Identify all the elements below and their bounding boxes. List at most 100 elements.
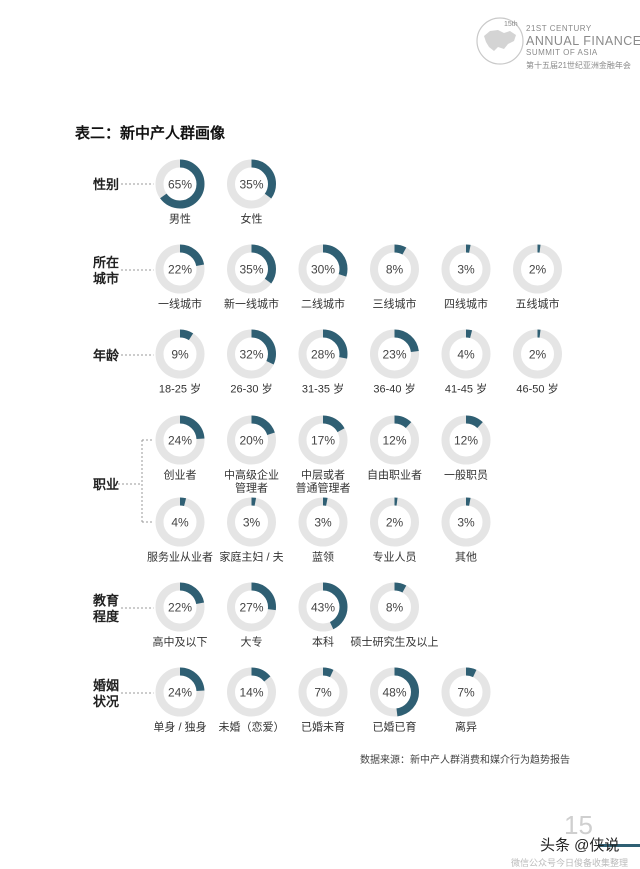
donut-category-label: 新一线城市 bbox=[224, 297, 279, 311]
donut-value-label: 12% bbox=[382, 434, 406, 448]
donut-category-label: 36-40 岁 bbox=[373, 382, 415, 396]
watermark-secondary: 微信公众号今日俊备收集整理 bbox=[511, 858, 629, 868]
donut-value-label: 27% bbox=[239, 601, 263, 615]
donut-category-label: 家庭主妇 / 夫 bbox=[219, 550, 283, 564]
page-number: 15 bbox=[564, 810, 593, 840]
donut-category-label: 18-25 岁 bbox=[159, 382, 201, 396]
donut-category-label: 硕士研究生及以上 bbox=[351, 635, 439, 649]
donut-segment bbox=[370, 667, 419, 717]
logo-line-2: ANNUAL FINANCE bbox=[526, 34, 640, 48]
donut-category-label: 四线城市 bbox=[444, 297, 488, 311]
group-label: 性别 bbox=[93, 177, 119, 192]
donut-segment bbox=[513, 244, 562, 294]
donut-category-label: 41-45 岁 bbox=[445, 382, 487, 396]
donut-category-label: 三线城市 bbox=[373, 297, 417, 311]
donut-segment bbox=[155, 667, 205, 717]
donut-segment bbox=[441, 329, 491, 379]
data-source: 数据来源：新中产人群消费和媒介行为趋势报告 bbox=[360, 755, 570, 766]
donut-segment bbox=[227, 582, 276, 632]
donut-category-label: 创业者 bbox=[164, 469, 197, 482]
donut-value-label: 20% bbox=[239, 434, 263, 448]
donut-segment bbox=[155, 159, 205, 209]
donut-category-label: 一般职员 bbox=[444, 469, 488, 482]
watermark-primary: 头条 @侠说 bbox=[540, 837, 620, 854]
donut-category-label: 蓝领 bbox=[312, 551, 334, 564]
logo-badge: 15th bbox=[504, 21, 518, 28]
donut-segment bbox=[227, 667, 276, 717]
donut-value-label: 2% bbox=[386, 516, 404, 530]
donut-segment bbox=[370, 244, 419, 294]
donut-category-label: 中层或者普通管理者 bbox=[296, 469, 351, 495]
group-label: 职业 bbox=[93, 477, 119, 492]
donut-value-label: 43% bbox=[311, 601, 335, 615]
page-title: 表二：新中产人群画像 bbox=[75, 125, 226, 142]
donut-value-label: 8% bbox=[386, 263, 404, 277]
donut-segment bbox=[227, 244, 276, 294]
donut-segment bbox=[155, 244, 205, 294]
donut-category-label: 本科 bbox=[312, 635, 334, 649]
donut-category-label: 二线城市 bbox=[301, 297, 345, 311]
donut-category-label: 自由职业者 bbox=[367, 468, 422, 482]
logo-line-4: 第十五届21世纪亚洲金融年会 bbox=[526, 61, 631, 70]
logo-line-1: 21ST CENTURY bbox=[526, 24, 592, 33]
donut-value-label: 2% bbox=[529, 263, 547, 277]
donut-segment bbox=[441, 415, 491, 465]
donut-segment bbox=[155, 582, 205, 632]
donut-segment bbox=[227, 497, 276, 547]
donut-category-label: 五线城市 bbox=[516, 297, 560, 311]
group-label: 婚姻状况 bbox=[93, 678, 119, 709]
summit-logo: 15th 21ST CENTURY ANNUAL FINANCE SUMMIT … bbox=[474, 14, 640, 74]
donut-category-label: 未婚（恋爱） bbox=[219, 720, 285, 734]
donut-segment bbox=[441, 244, 491, 294]
donut-value-label: 32% bbox=[239, 348, 263, 362]
donut-category-label: 已婚未育 bbox=[301, 720, 345, 734]
donut-category-label: 专业人员 bbox=[373, 550, 417, 564]
donut-value-label: 4% bbox=[457, 348, 475, 362]
donut-value-label: 12% bbox=[454, 434, 478, 448]
donut-value-label: 48% bbox=[382, 686, 406, 700]
donut-category-label: 女性 bbox=[241, 212, 263, 226]
donut-segment bbox=[298, 582, 348, 632]
donut-segment bbox=[227, 329, 276, 379]
donut-value-label: 28% bbox=[311, 348, 335, 362]
donut-value-label: 65% bbox=[168, 178, 192, 192]
donut-category-label: 服务业从业者 bbox=[147, 551, 213, 564]
donut-value-label: 7% bbox=[457, 686, 475, 700]
donut-segment bbox=[370, 329, 419, 379]
donut-value-label: 3% bbox=[457, 263, 475, 277]
donut-segment bbox=[298, 415, 348, 465]
donut-segment bbox=[155, 415, 205, 465]
donut-segment bbox=[370, 497, 419, 547]
donut-segment bbox=[441, 667, 491, 717]
donut-category-label: 26-30 岁 bbox=[230, 382, 272, 396]
donut-value-label: 22% bbox=[168, 601, 192, 615]
donut-value-label: 30% bbox=[311, 263, 335, 277]
donut-category-label: 31-35 岁 bbox=[302, 382, 344, 396]
donut-value-label: 9% bbox=[171, 348, 189, 362]
donut-value-label: 3% bbox=[243, 516, 261, 530]
donut-segment bbox=[155, 329, 205, 379]
donut-value-label: 2% bbox=[529, 348, 547, 362]
donut-value-label: 4% bbox=[171, 516, 189, 530]
donut-segment bbox=[227, 159, 276, 209]
donut-category-label: 高中及以下 bbox=[153, 635, 208, 649]
donut-category-label: 已婚已育 bbox=[373, 720, 417, 734]
donut-value-label: 35% bbox=[239, 263, 263, 277]
donut-segment bbox=[155, 497, 205, 547]
donut-category-label: 单身 / 独身 bbox=[153, 720, 206, 734]
donut-value-label: 8% bbox=[386, 601, 404, 615]
donut-category-label: 男性 bbox=[169, 212, 191, 226]
donut-value-label: 7% bbox=[314, 686, 332, 700]
donut-segment bbox=[227, 415, 276, 465]
donut-value-label: 14% bbox=[239, 686, 263, 700]
donut-value-label: 17% bbox=[311, 434, 335, 448]
donut-segment bbox=[370, 582, 419, 632]
group-label: 教育程度 bbox=[92, 593, 120, 624]
donut-value-label: 22% bbox=[168, 263, 192, 277]
donut-category-label: 大专 bbox=[241, 635, 263, 649]
donut-category-label: 中高级企业管理者 bbox=[224, 468, 279, 495]
donut-category-label: 46-50 岁 bbox=[516, 382, 558, 396]
donut-segment bbox=[370, 415, 419, 465]
donut-value-label: 24% bbox=[168, 434, 192, 448]
donut-segment bbox=[298, 244, 348, 294]
